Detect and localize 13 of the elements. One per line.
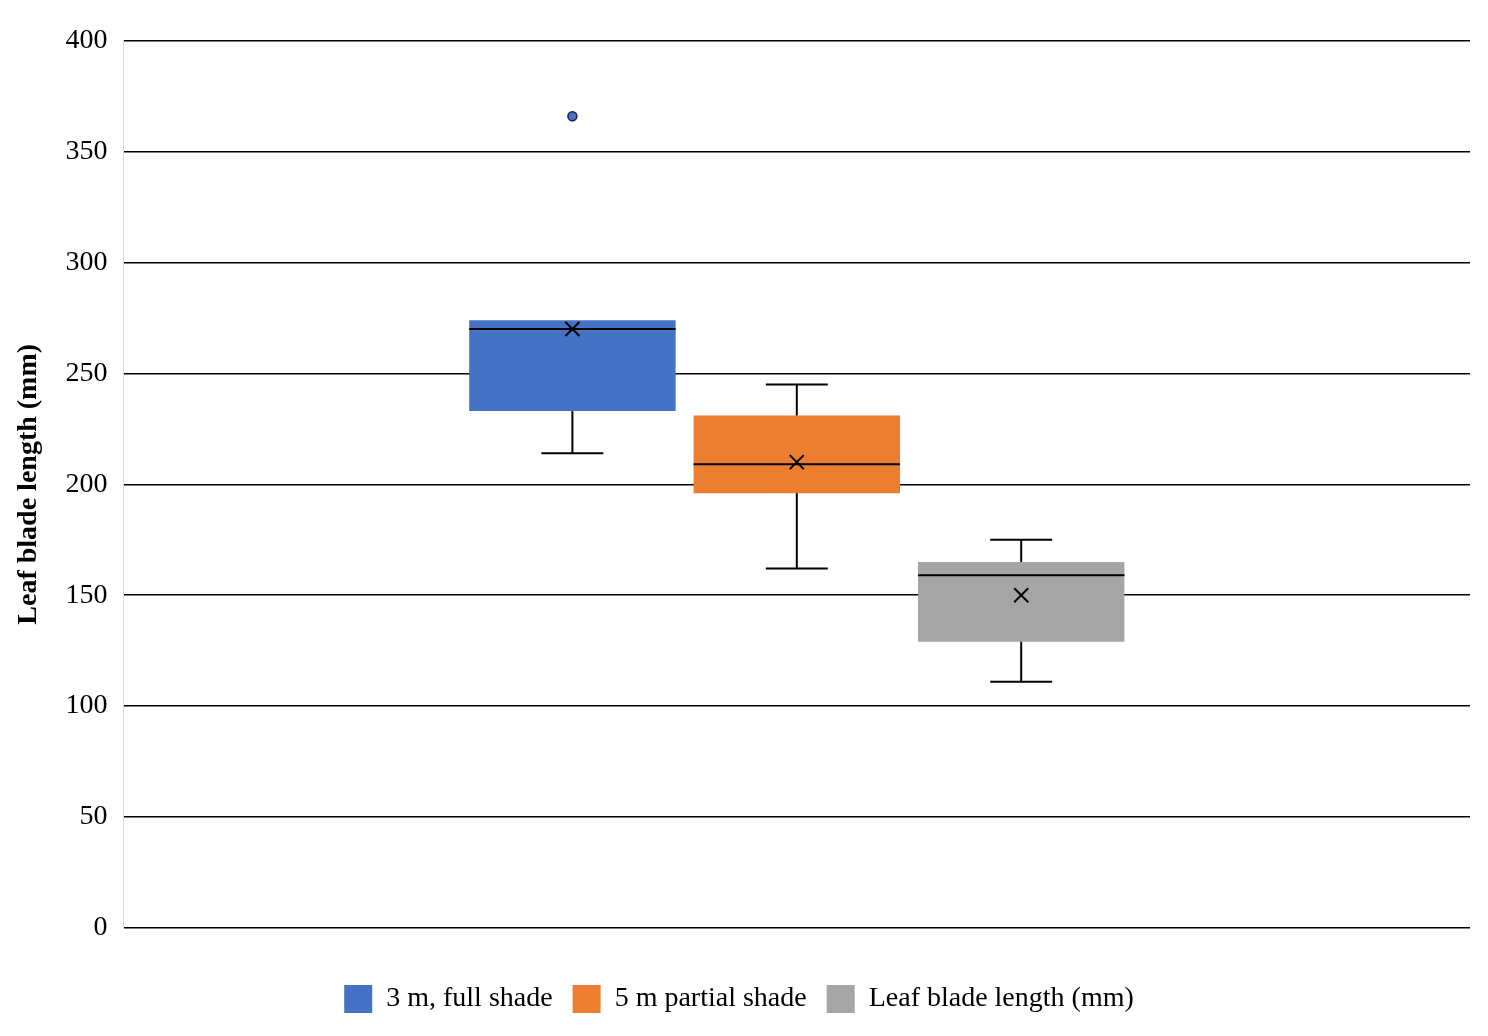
- y-tick-label: 100: [65, 688, 108, 720]
- y-tick-label: 300: [65, 244, 108, 276]
- y-axis-title: Leaf blade length (mm): [11, 343, 43, 625]
- legend-label: 5 m partial shade: [614, 981, 807, 1013]
- legend-label: Leaf blade length (mm): [868, 981, 1134, 1013]
- y-tick-label: 250: [65, 355, 108, 387]
- y-tick-label: 50: [79, 799, 108, 831]
- y-tick-label: 150: [65, 577, 108, 609]
- legend-label: 3 m, full shade: [386, 981, 553, 1013]
- y-tick-label: 400: [65, 23, 108, 55]
- y-tick-label: 0: [93, 910, 108, 942]
- y-tick-label: 200: [65, 466, 108, 498]
- y-tick-label: 350: [65, 134, 108, 166]
